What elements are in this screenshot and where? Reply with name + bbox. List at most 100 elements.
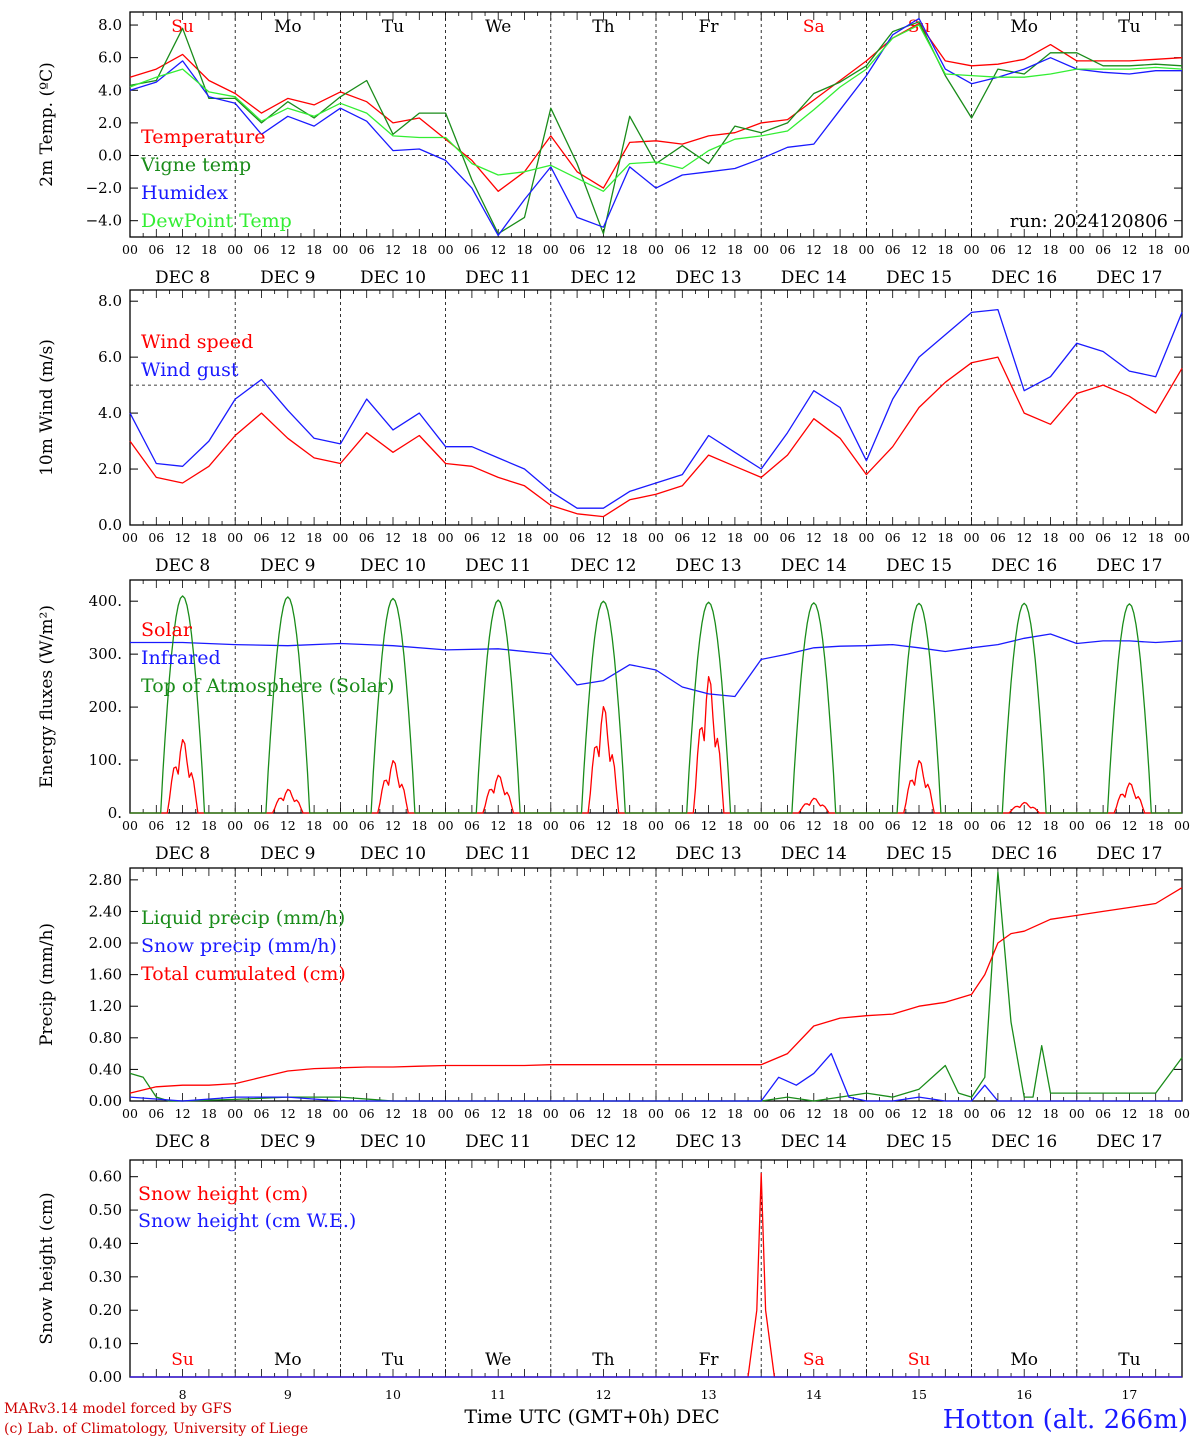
date-label: DEC 14 — [781, 556, 847, 576]
legend-entry: Snow precip (mm/h) — [141, 935, 337, 957]
y-tick-label: 2.80 — [89, 871, 122, 889]
hour-tick-label: 00 — [332, 242, 348, 257]
hour-tick-label: 06 — [990, 1106, 1006, 1121]
hour-tick-label: 06 — [885, 530, 901, 545]
hour-tick-label: 00 — [753, 530, 769, 545]
hour-tick-label: 06 — [359, 1106, 375, 1121]
hour-tick-label: 18 — [1043, 818, 1059, 833]
date-label: DEC 15 — [886, 844, 952, 864]
series-line-vigne-temp — [129, 21, 1183, 235]
y-tick-label: 0.40 — [89, 1060, 122, 1078]
hour-tick-label: 06 — [464, 242, 480, 257]
day-number-label: 13 — [701, 1387, 717, 1402]
day-name: We — [485, 1350, 511, 1370]
hour-tick-label: 18 — [622, 530, 638, 545]
hour-tick-label: 12 — [175, 1106, 191, 1121]
day-name: We — [485, 17, 511, 37]
hour-tick-label: 18 — [1148, 530, 1164, 545]
hour-tick-label: 00 — [648, 530, 664, 545]
hour-tick-label: 00 — [964, 1106, 980, 1121]
hour-tick-label: 00 — [227, 818, 243, 833]
hour-tick-label: 12 — [490, 818, 506, 833]
hour-tick-label: 12 — [385, 530, 401, 545]
series-line-wind-speed — [129, 356, 1183, 518]
y-tick-label: −2.0 — [86, 179, 122, 197]
legend-entry: Solar — [141, 619, 193, 641]
series-line-total-cumulated-cm — [129, 887, 1183, 1094]
y-tick-label: 1.20 — [89, 997, 122, 1015]
hour-tick-label: 18 — [306, 530, 322, 545]
date-label: DEC 10 — [360, 268, 426, 288]
legend-entry: DewPoint Temp — [141, 210, 292, 232]
hour-tick-label: 18 — [411, 818, 427, 833]
hour-tick-label: 18 — [727, 1106, 743, 1121]
hour-tick-label: 06 — [885, 818, 901, 833]
day-name: Tu — [382, 17, 404, 37]
date-label: DEC 11 — [465, 844, 531, 864]
hour-tick-label: 00 — [753, 242, 769, 257]
y-tick-label: 4.0 — [98, 81, 122, 99]
y-tick-label: 8.0 — [98, 292, 122, 310]
y-tick-label: 0.10 — [89, 1335, 122, 1353]
day-name: Mo — [1010, 1350, 1038, 1370]
hour-tick-label: 06 — [254, 242, 270, 257]
hour-tick-label: 12 — [911, 242, 927, 257]
hour-tick-label: 00 — [227, 530, 243, 545]
hour-tick-label: 18 — [201, 530, 217, 545]
date-label: DEC 17 — [1096, 268, 1162, 288]
day-number-label: 15 — [911, 1387, 927, 1402]
day-number-label: 10 — [385, 1387, 401, 1402]
hour-tick-label: 12 — [385, 818, 401, 833]
hour-tick-label: 00 — [332, 1106, 348, 1121]
date-label: DEC 8 — [155, 844, 210, 864]
hour-tick-label: 06 — [990, 818, 1006, 833]
day-name: Tu — [1118, 17, 1140, 37]
hour-tick-label: 00 — [227, 242, 243, 257]
day-name: Fr — [699, 1350, 720, 1370]
series-line-liquid-precip-mm-h — [129, 871, 1183, 1102]
y-tick-label: 0.0 — [98, 516, 122, 534]
hour-tick-label: 00 — [858, 530, 874, 545]
hour-tick-label: 12 — [280, 818, 296, 833]
hour-tick-label: 06 — [674, 1106, 690, 1121]
hour-tick-label: 06 — [780, 530, 796, 545]
y-tick-label: 0.00 — [89, 1092, 122, 1110]
day-name: Mo — [274, 1350, 302, 1370]
hour-tick-label: 00 — [1069, 1106, 1085, 1121]
date-label: DEC 15 — [886, 268, 952, 288]
hour-tick-label: 06 — [885, 1106, 901, 1121]
y-tick-label: 0.40 — [89, 1234, 122, 1252]
date-label: DEC 12 — [570, 1132, 636, 1152]
date-label: DEC 10 — [360, 1132, 426, 1152]
hour-tick-label: 12 — [385, 242, 401, 257]
legend-entry: Snow height (cm W.E.) — [138, 1210, 356, 1232]
legend-entry: Liquid precip (mm/h) — [141, 907, 345, 929]
hour-tick-label: 06 — [990, 242, 1006, 257]
hour-tick-label: 18 — [411, 530, 427, 545]
hour-tick-label: 00 — [964, 818, 980, 833]
y-tick-label: 0.0 — [98, 146, 122, 164]
day-name: Tu — [382, 1350, 404, 1370]
hour-tick-label: 00 — [1174, 530, 1190, 545]
y-tick-label: −4.0 — [86, 212, 122, 230]
y-tick-label: 400. — [89, 592, 122, 610]
chart-panel-3: 400. 300. 200. 100. 0. Energy fluxes (W/m²) 00… — [37, 579, 1190, 864]
hour-tick-label: 18 — [727, 530, 743, 545]
date-label: DEC 13 — [676, 844, 742, 864]
series-line-dewpoint-temp — [129, 24, 1183, 192]
day-number-label: 11 — [490, 1387, 506, 1402]
hour-tick-label: 00 — [1174, 242, 1190, 257]
date-label: DEC 16 — [991, 844, 1057, 864]
hour-tick-label: 18 — [411, 1106, 427, 1121]
hour-tick-label: 12 — [175, 242, 191, 257]
hour-tick-label: 18 — [306, 818, 322, 833]
hour-tick-label: 06 — [148, 1106, 164, 1121]
day-number-label: 8 — [179, 1387, 187, 1402]
legend-entry: Infrared — [141, 647, 221, 669]
day-number-label: 16 — [1016, 1387, 1032, 1402]
hour-tick-label: 18 — [517, 242, 533, 257]
hour-tick-label: 06 — [674, 242, 690, 257]
hour-tick-label: 18 — [306, 1106, 322, 1121]
hour-tick-label: 06 — [569, 1106, 585, 1121]
hour-tick-label: 12 — [490, 530, 506, 545]
